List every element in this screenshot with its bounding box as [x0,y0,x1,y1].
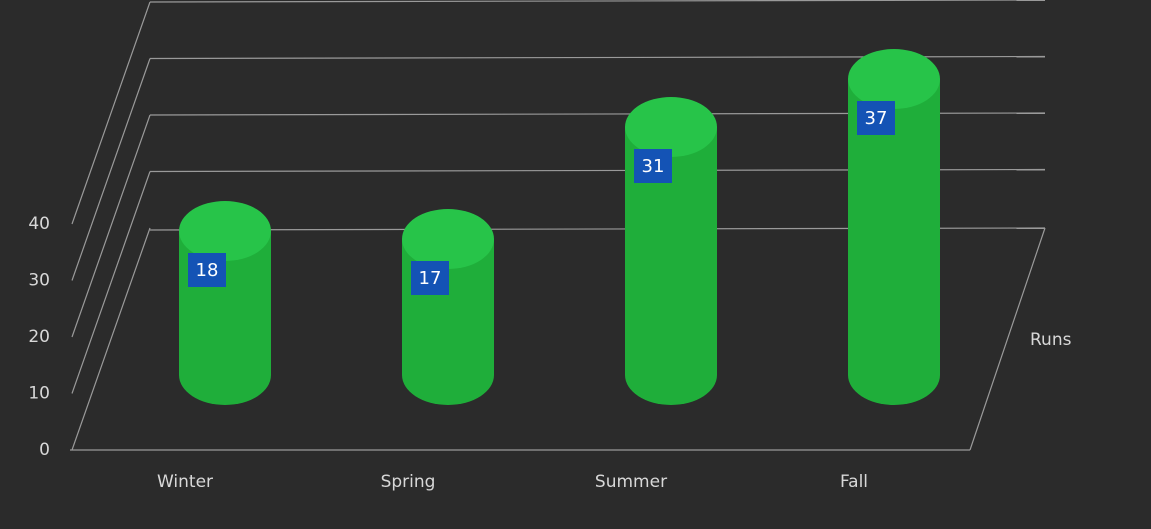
x-tick-label: Winter [157,472,213,492]
legend-label: Runs [1030,330,1072,350]
value-label-box [857,101,895,135]
y-tick-label: 40 [28,214,50,234]
grid-line [71,114,151,338]
value-label: 37 [865,108,888,129]
cylinder [848,79,940,405]
value-label: 17 [419,268,442,289]
x-tick-label: Spring [381,472,436,492]
value-label-box [634,149,672,183]
grid-line [71,58,151,281]
x-tick-label: Fall [840,472,868,492]
floor-right [969,227,1046,451]
cylinder-top [625,97,717,157]
x-tick-label: Summer [595,472,667,492]
cylinder-top [848,49,940,109]
value-label-box [411,261,449,295]
cylinder-top [402,209,494,269]
grid-line [149,0,1046,3]
value-label: 18 [196,260,219,281]
y-tick-label: 0 [39,440,50,460]
cylinder [625,127,717,405]
value-label: 31 [642,156,665,177]
y-tick-label: 30 [28,271,50,291]
grid-line [71,227,151,451]
grid-line [71,171,151,394]
y-tick-label: 20 [28,327,50,347]
y-tick-label: 10 [28,384,50,404]
grid-line [71,1,151,225]
cylinder-top [179,201,271,261]
value-label-box [188,253,226,287]
